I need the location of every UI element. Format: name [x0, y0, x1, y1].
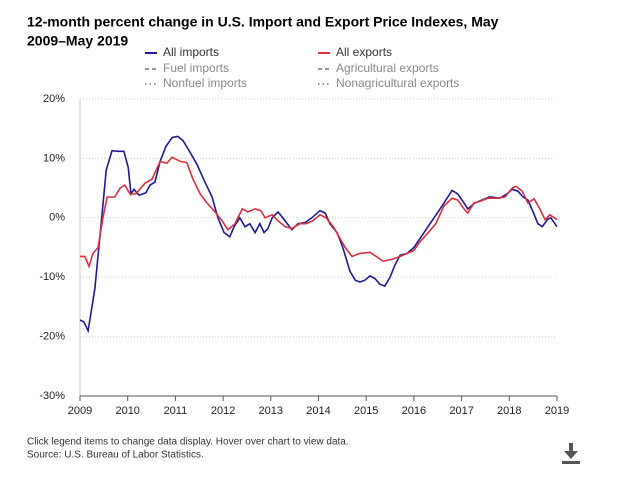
y-tick-label: 10% [43, 152, 65, 164]
x-tick-label: 2011 [164, 405, 188, 417]
note: Click legend items to change data displa… [27, 437, 349, 448]
legend-label[interactable]: Agricultural exports [336, 61, 439, 75]
x-tick-label: 2016 [402, 405, 426, 417]
x-tick-label: 2015 [354, 405, 378, 417]
x-tick-label: 2013 [259, 405, 283, 417]
x-tick-label: 2018 [497, 405, 521, 417]
y-tick-label: 20% [43, 93, 65, 105]
download-icon[interactable] [562, 443, 580, 464]
x-tick-label: 2014 [306, 405, 330, 417]
legend-label[interactable]: Nonagricultural exports [336, 76, 459, 90]
x-tick-label: 2017 [449, 405, 473, 417]
y-tick-label: -10% [39, 271, 65, 283]
series-line [79, 135, 558, 334]
x-tick-label: 2012 [211, 405, 235, 417]
y-tick-label: 0% [49, 212, 65, 224]
legend-label[interactable]: All exports [336, 45, 392, 59]
y-tick-label: -30% [39, 390, 65, 402]
x-tick-label: 2019 [545, 405, 569, 417]
x-tick-label: 2010 [115, 405, 139, 417]
legend-label[interactable]: Nonfuel imports [163, 76, 247, 90]
series-line [80, 156, 558, 269]
chart-title: 12-month percent change in U.S. Import a… [27, 14, 499, 30]
chart-title: 2009–May 2019 [27, 33, 128, 49]
source: Source: U.S. Bureau of Labor Statistics. [27, 450, 204, 461]
y-tick-label: -20% [39, 331, 65, 343]
x-tick-label: 2009 [68, 405, 92, 417]
legend-label[interactable]: Fuel imports [163, 61, 229, 75]
legend-label[interactable]: All imports [163, 45, 219, 59]
